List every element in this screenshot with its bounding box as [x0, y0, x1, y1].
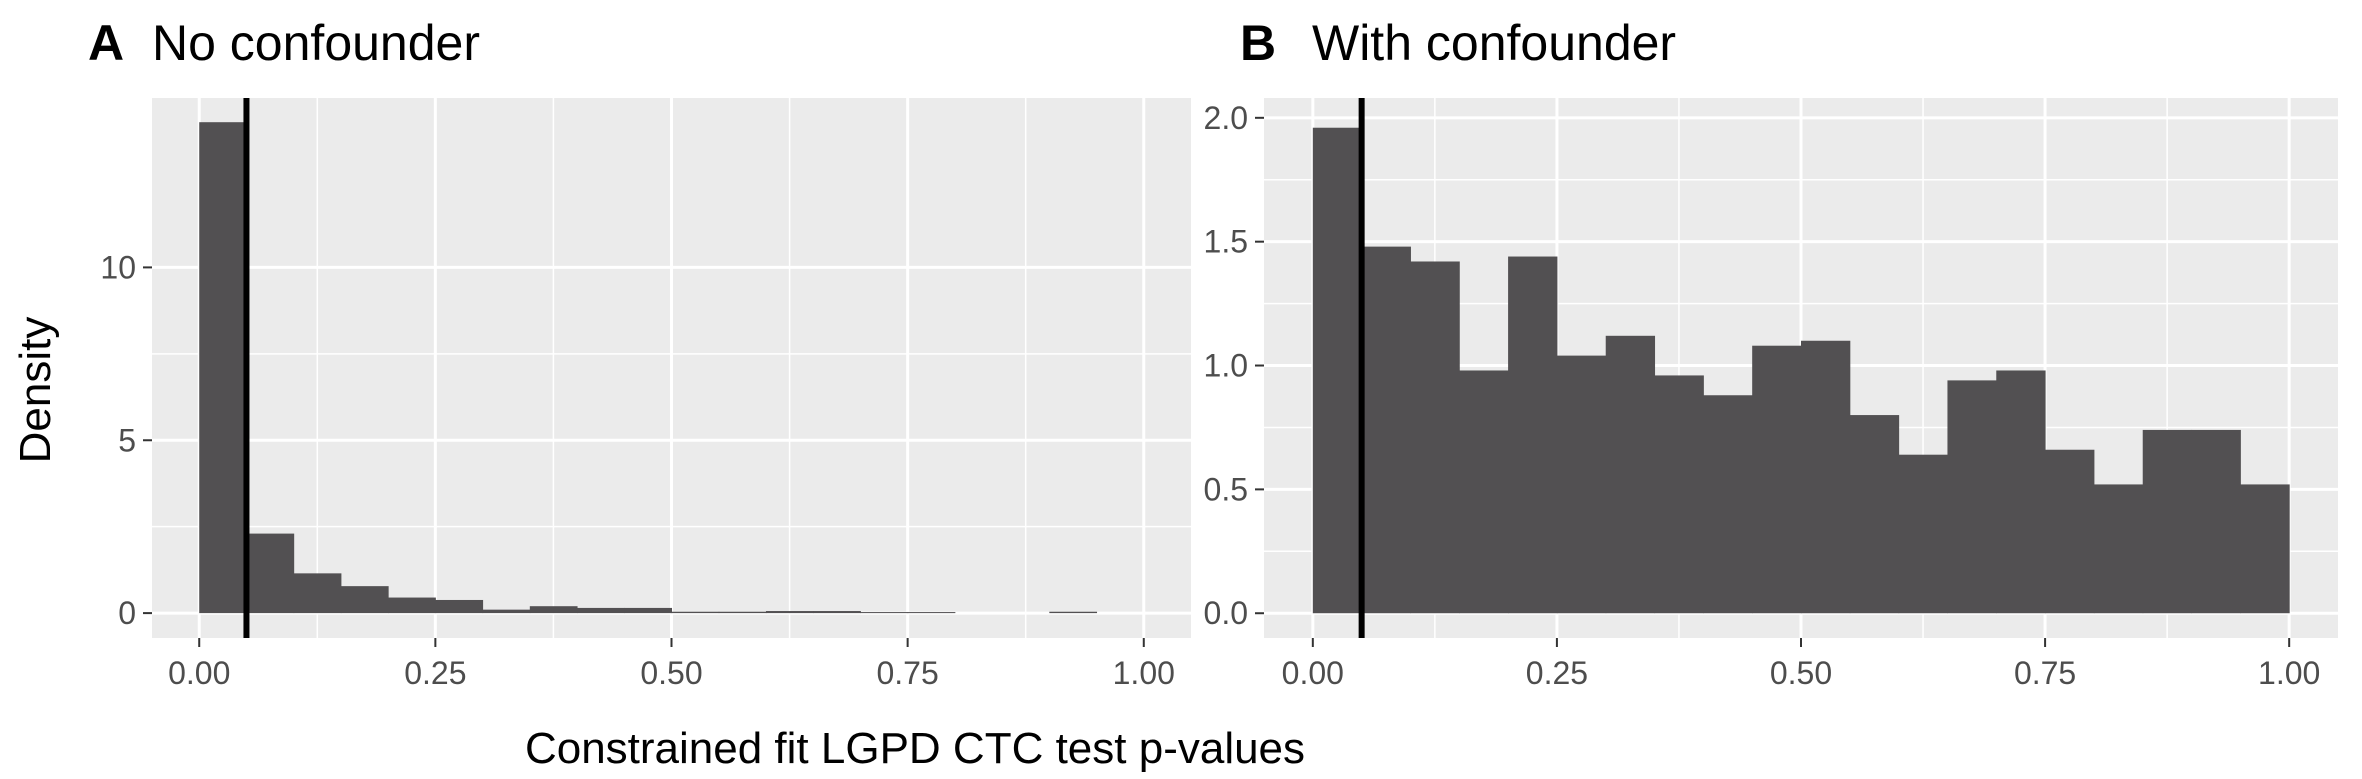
panel-b-bar	[1752, 345, 1802, 614]
panel-a-bar	[293, 573, 342, 614]
panel-b-x-tick-label: 0.50	[1770, 655, 1832, 691]
panel-b-y-tick-label: 1.5	[1204, 224, 1248, 260]
panel-a-bar	[482, 609, 531, 614]
panel-a-bar	[529, 606, 578, 614]
panel-b-x-tick-label: 0.25	[1526, 655, 1588, 691]
panel-b-x-tick-label: 0.00	[1282, 655, 1344, 691]
panel-b-bar	[2093, 484, 2144, 614]
panel-a-x-tick-label: 0.75	[876, 655, 938, 691]
panel-a-bar	[860, 612, 909, 614]
panel-a-major-gridlines	[152, 98, 1191, 638]
panel-b-bar	[1996, 370, 2046, 614]
x-axis-title: Constrained fit LGPD CTC test p-values	[525, 724, 1305, 773]
panel-b-bar	[2240, 484, 2290, 614]
panel-a-bar	[907, 612, 956, 614]
panel-b-ticks: 0.00 0.25 0.50 0.75 1.00 0.0 0.5 1.0 1.5 2.0	[1204, 100, 2321, 691]
panel-a-ticks: 0.00 0.25 0.50 0.75 1.00 0 5 10	[100, 249, 1175, 691]
panel-a-bar	[246, 533, 295, 614]
panel-a: A No confounder 0.00 0.25 0.50 0.75 1.00 0 5 10	[88, 15, 1191, 691]
panel-b-bar	[1898, 454, 1948, 614]
panel-b-bar	[1361, 246, 1411, 614]
panel-b-y-tick-label: 2.0	[1204, 100, 1248, 136]
panel-b-bar	[1459, 370, 1509, 614]
panel-a-bar	[199, 122, 247, 614]
panel-b-bar	[2191, 429, 2241, 614]
panel-a-bar	[1049, 611, 1098, 614]
panel-a-bar	[340, 586, 389, 614]
panel-a-y-tick-label: 0	[118, 595, 136, 631]
y-axis-title: Density	[11, 317, 60, 464]
panel-b-bar	[1654, 375, 1704, 614]
panel-a-bar	[813, 611, 861, 614]
panel-b-y-tick-label: 0.5	[1204, 471, 1248, 507]
panel-b-bar	[1849, 415, 1900, 614]
panel-a-bar	[388, 597, 436, 614]
panel-b-bar	[1556, 355, 1607, 614]
panel-b-bar	[1947, 380, 1997, 614]
panel-b-y-tick-label: 1.0	[1204, 348, 1248, 384]
panel-b-bars	[1312, 127, 2290, 614]
panel-a-title: No confounder	[152, 15, 480, 71]
panel-a-bar	[765, 611, 814, 614]
panel-a-bar	[577, 607, 625, 614]
panel-a-bar	[435, 599, 484, 614]
panel-b-letter: B	[1240, 15, 1276, 71]
panel-b-bar	[1703, 395, 1753, 614]
panel-a-y-tick-label: 10	[100, 249, 136, 285]
panel-a-bars	[199, 122, 1098, 614]
panel-b-title: With confounder	[1312, 15, 1676, 71]
panel-a-bar	[671, 611, 720, 614]
panel-b-bar	[1312, 127, 1363, 614]
panel-b: B With confounder 0.00 0.25 0.50 0.75 1.000.…	[1204, 15, 2338, 691]
panel-a-x-tick-label: 0.00	[168, 655, 230, 691]
panel-b-bar	[1508, 256, 1558, 614]
panel-b-bar	[2142, 429, 2193, 614]
panel-a-bar	[718, 611, 767, 614]
panel-a-x-tick-label: 0.50	[640, 655, 702, 691]
panel-b-bar	[1605, 335, 1656, 614]
panel-b-x-tick-label: 1.00	[2258, 655, 2320, 691]
panel-a-x-tick-label: 0.25	[404, 655, 466, 691]
panel-b-x-tick-label: 0.75	[2014, 655, 2076, 691]
panel-b-bar	[1801, 340, 1851, 614]
panel-b-bar	[1410, 261, 1460, 614]
panel-b-y-tick-label: 0.0	[1204, 595, 1248, 631]
panel-a-letter: A	[88, 15, 124, 71]
panel-a-bar	[624, 607, 672, 614]
panel-a-y-tick-label: 5	[118, 422, 136, 458]
panel-a-x-tick-label: 1.00	[1113, 655, 1175, 691]
panel-b-bar	[2045, 449, 2095, 614]
